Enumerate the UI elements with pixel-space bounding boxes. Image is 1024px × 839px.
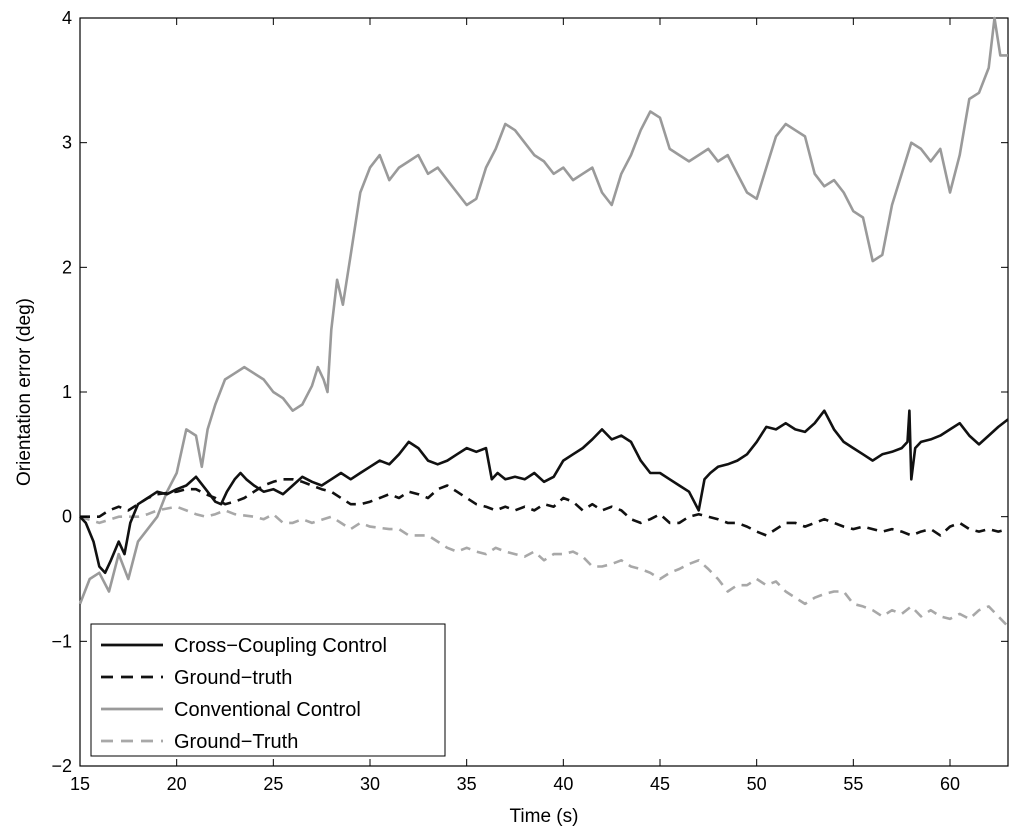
x-tick-label: 25 — [263, 774, 283, 794]
series-line-2 — [80, 478, 1009, 537]
x-tick-label: 40 — [553, 774, 573, 794]
x-tick-label: 55 — [843, 774, 863, 794]
legend: Cross−Coupling Control Ground−truth Conven… — [90, 623, 446, 757]
x-axis: 15 20 25 30 35 40 45 50 55 60 — [70, 18, 960, 794]
y-tick-label: 3 — [62, 133, 72, 153]
legend-label: Ground−truth — [174, 667, 292, 689]
legend-label: Cross−Coupling Control — [174, 635, 387, 657]
series-line-1 — [79, 409, 1009, 575]
y-tick-label: −2 — [51, 756, 72, 776]
legend-label: Ground−Truth — [174, 731, 298, 753]
y-tick-label: 4 — [62, 8, 72, 28]
x-tick-label: 35 — [457, 774, 477, 794]
series-group — [78, 16, 1009, 628]
x-tick-label: 15 — [70, 774, 90, 794]
x-tick-label: 60 — [940, 774, 960, 794]
y-axis-label: Orientation error (deg) — [14, 298, 35, 486]
y-tick-label: 0 — [62, 507, 72, 527]
x-axis-label: Time (s) — [510, 806, 579, 827]
y-tick-label: −1 — [51, 631, 72, 651]
x-tick-label: 50 — [747, 774, 767, 794]
x-tick-label: 20 — [167, 774, 187, 794]
y-axis: −2 −1 0 1 2 3 4 — [51, 8, 1008, 776]
x-tick-label: 45 — [650, 774, 670, 794]
series-line-3 — [78, 16, 1008, 605]
x-tick-label: 30 — [360, 774, 380, 794]
y-tick-label: 2 — [62, 257, 72, 277]
y-tick-label: 1 — [62, 382, 72, 402]
legend-label: Conventional Control — [174, 699, 361, 721]
